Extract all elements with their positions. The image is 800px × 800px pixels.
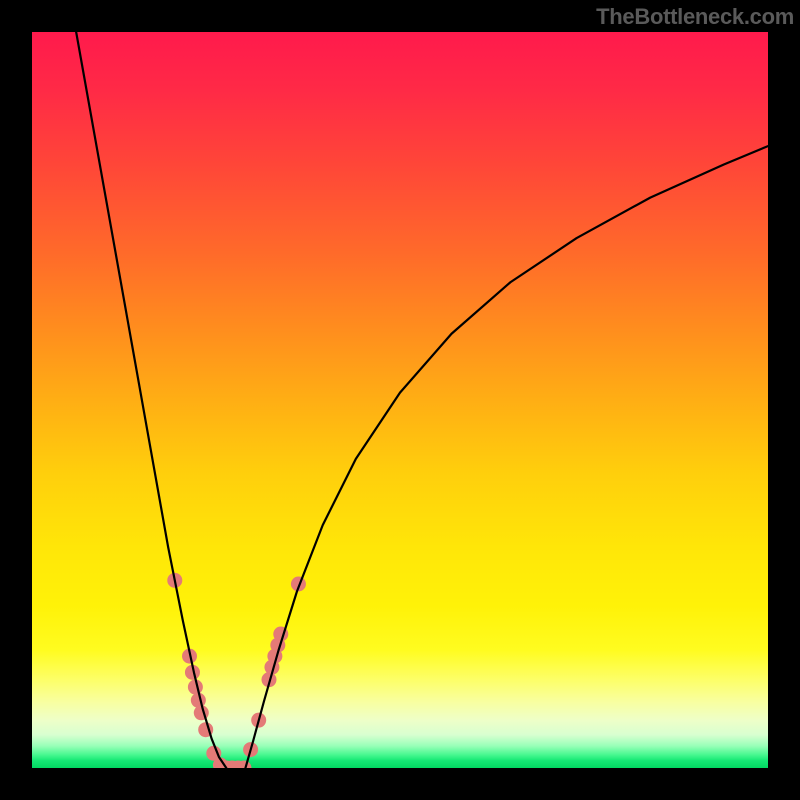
chart-svg: [32, 32, 768, 768]
right-curve: [245, 146, 768, 768]
left-curve: [76, 32, 226, 768]
curve-layer: [76, 32, 768, 768]
chart-frame: TheBottleneck.com: [0, 0, 800, 800]
watermark-text: TheBottleneck.com: [596, 4, 794, 30]
plot-area: [32, 32, 768, 768]
marker-layer: [167, 573, 306, 768]
